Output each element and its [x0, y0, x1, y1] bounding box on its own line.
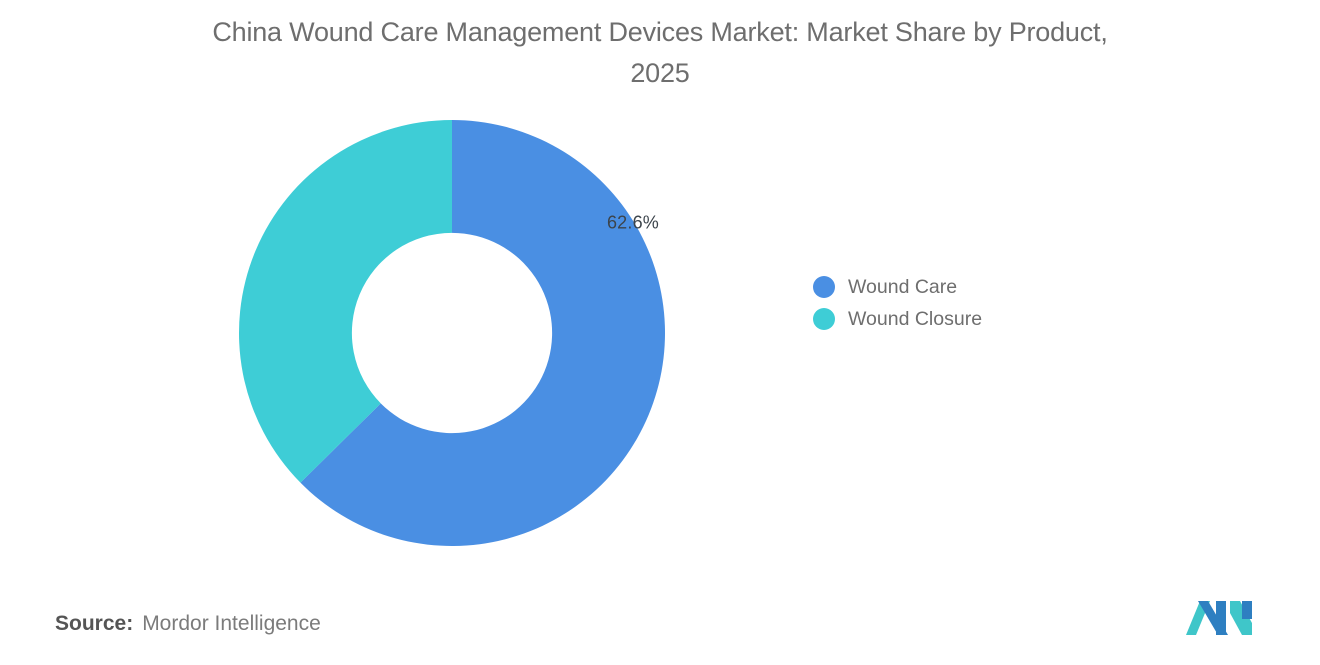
legend-item-label: Wound Care — [848, 276, 958, 298]
page-title: China Wound Care Management Devices Mark… — [212, 17, 1108, 88]
legend-item-label: Wound Closure — [848, 308, 983, 330]
legend-item-wound-closure[interactable]: Wound Closure — [813, 308, 982, 330]
legend-color-swatch-icon — [813, 308, 835, 330]
mordor-intelligence-logo-icon — [1182, 597, 1256, 639]
donut-slice-wound-care[interactable] — [300, 120, 665, 546]
donut-chart-svg — [239, 120, 665, 546]
source-label: Source: — [55, 612, 134, 635]
legend-item-wound-care[interactable]: Wound Care — [813, 276, 982, 298]
chart-legend: Wound Care Wound Closure — [813, 276, 982, 330]
source-value: Mordor Intelligence — [142, 612, 321, 635]
donut-chart: 62.6% — [237, 118, 667, 548]
source-attribution: Source: Mordor Intelligence — [55, 612, 321, 636]
donut-slice-wound-closure[interactable] — [239, 120, 452, 483]
chart-plot-area: 62.6% Wound Care Wound Closure — [0, 96, 1320, 576]
legend-color-swatch-icon — [813, 276, 835, 298]
